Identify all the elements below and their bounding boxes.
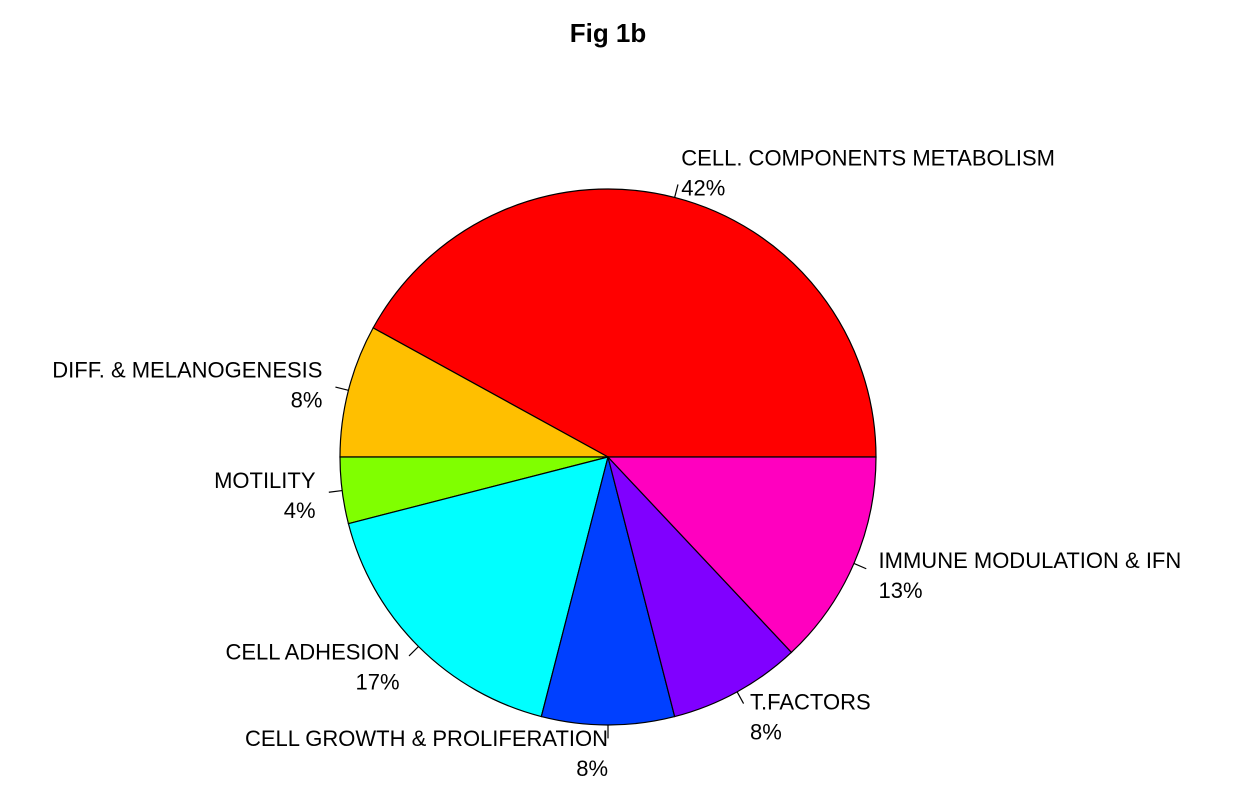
pie-tick-0 — [674, 184, 679, 198]
slice-percent-1: 8% — [291, 388, 323, 413]
slice-percent-5: 8% — [750, 719, 782, 744]
pie-tick-2 — [328, 489, 343, 493]
slice-label-3: CELL ADHESION — [226, 639, 400, 664]
slice-label-1: DIFF. & MELANOGENESIS — [52, 358, 322, 383]
slice-label-5: T.FACTORS — [750, 689, 871, 714]
pie-tick-5 — [736, 691, 745, 704]
slice-percent-0: 42% — [681, 175, 725, 200]
pie-tick-6 — [853, 562, 867, 570]
pie-slice-1 — [339, 327, 609, 458]
slice-label-0: CELL. COMPONENTS METABOLISM — [681, 145, 1055, 170]
slice-label-4: CELL GROWTH & PROLIFERATION — [245, 726, 608, 751]
chart-title: Fig 1b — [569, 18, 647, 48]
pie-tick-3 — [408, 646, 419, 657]
slice-percent-4: 8% — [576, 756, 608, 781]
pie-slice-3 — [347, 456, 609, 718]
pie-slice-5 — [607, 456, 793, 718]
slice-percent-3: 17% — [355, 669, 399, 694]
pie-slice-6 — [606, 456, 877, 654]
pie-slice-0 — [372, 188, 877, 458]
pie-tick-1 — [335, 386, 349, 391]
slice-percent-2: 4% — [284, 498, 316, 523]
slice-label-6: IMMUNE MODULATION & IFN — [879, 548, 1182, 573]
slice-percent-6: 13% — [879, 578, 923, 603]
slice-label-2: MOTILITY — [214, 468, 316, 493]
